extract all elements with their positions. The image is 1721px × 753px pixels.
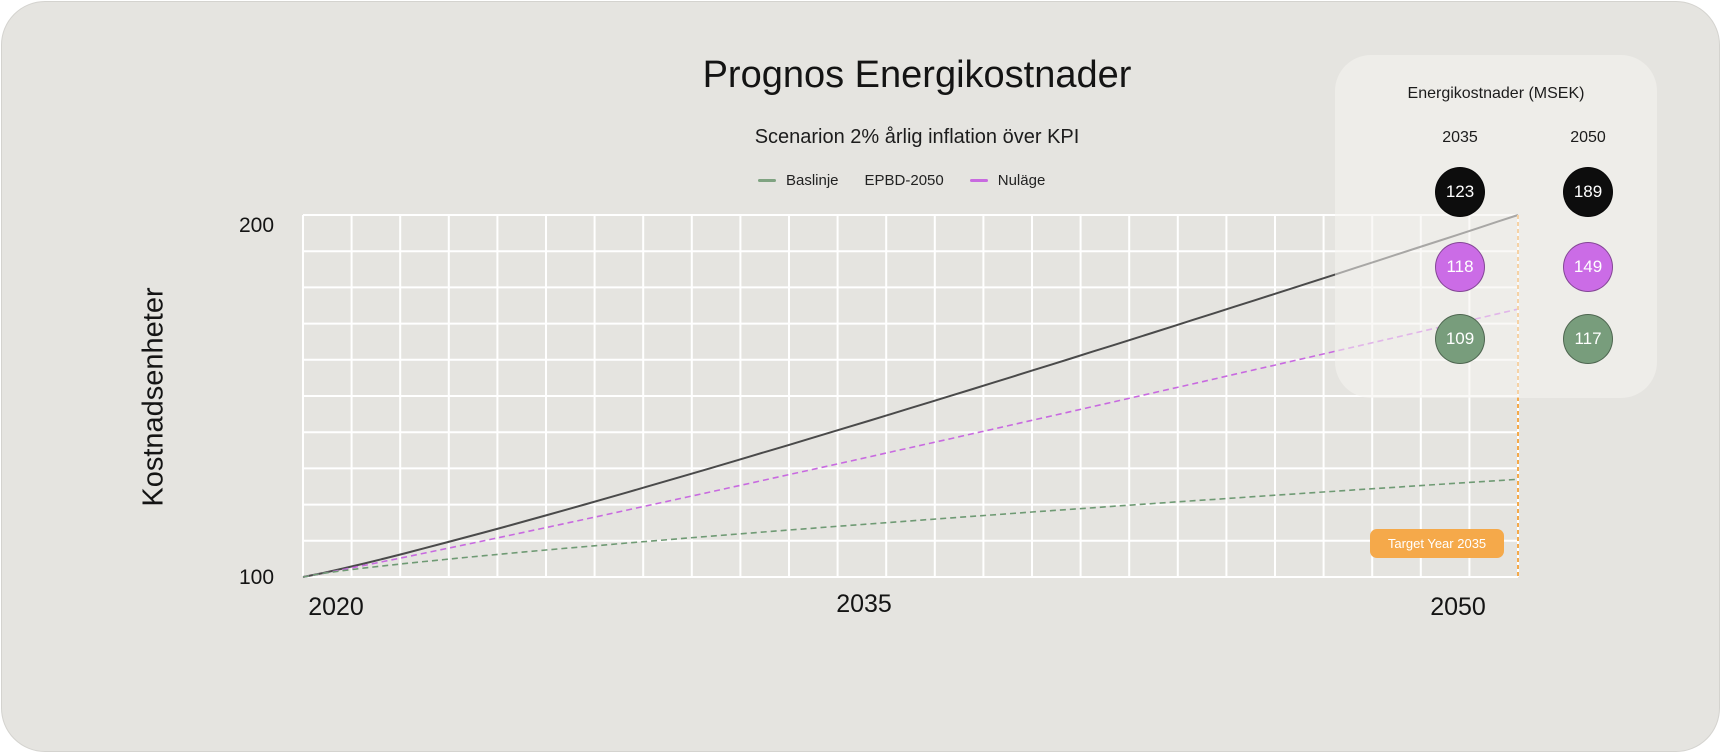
x-tick-label: 2035 — [836, 590, 892, 618]
cost-bubble-epbd-2035: 123 — [1435, 167, 1485, 217]
legend-label-epbd: EPBD-2050 — [864, 172, 944, 189]
legend-swatch-baslinje — [758, 179, 776, 182]
chart-subtitle: Scenarion 2% årlig inflation över KPI — [754, 126, 1080, 148]
cost-bubble-baslinje-2035: 109 — [1435, 314, 1485, 364]
series-line-epbd-2050 — [302, 214, 1519, 578]
legend-item-baslinje: Baslinje — [758, 172, 839, 189]
target-year-badge: Target Year 2035 — [1370, 529, 1504, 558]
legend-label-nulage: Nuläge — [997, 172, 1046, 189]
series-lines — [302, 214, 1519, 578]
panel-title: Energikostnader (MSEK) — [1407, 85, 1585, 102]
cost-bubble-nulage-2035: 118 — [1435, 242, 1485, 292]
cost-bubble-epbd-2050: 189 — [1563, 167, 1613, 217]
y-tick-label: 200 — [239, 214, 275, 237]
chart-title: Prognos Energikostnader — [702, 54, 1132, 96]
series-line-nul-ge — [302, 308, 1519, 578]
cost-bubble-baslinje-2050: 117 — [1563, 314, 1613, 364]
y-tick-label: 100 — [239, 566, 275, 589]
legend-item-nulage: Nuläge — [969, 172, 1046, 189]
panel-column-2050: 2050 — [1570, 129, 1606, 146]
legend-label-baslinje: Baslinje — [786, 172, 839, 189]
energy-cost-panel: Energikostnader (MSEK) 2035 2050 123 189… — [1335, 55, 1657, 398]
panel-column-2035: 2035 — [1442, 129, 1478, 146]
cost-bubble-nulage-2050: 149 — [1563, 242, 1613, 292]
legend-swatch-nulage — [969, 179, 988, 182]
series-line-baslinje — [302, 478, 1519, 578]
legend: Baslinje EPBD-2050 Nuläge — [758, 172, 1045, 189]
x-tick-label: 2020 — [308, 593, 364, 621]
x-tick-label: 2050 — [1430, 593, 1486, 621]
legend-item-epbd: EPBD-2050 — [865, 172, 944, 189]
